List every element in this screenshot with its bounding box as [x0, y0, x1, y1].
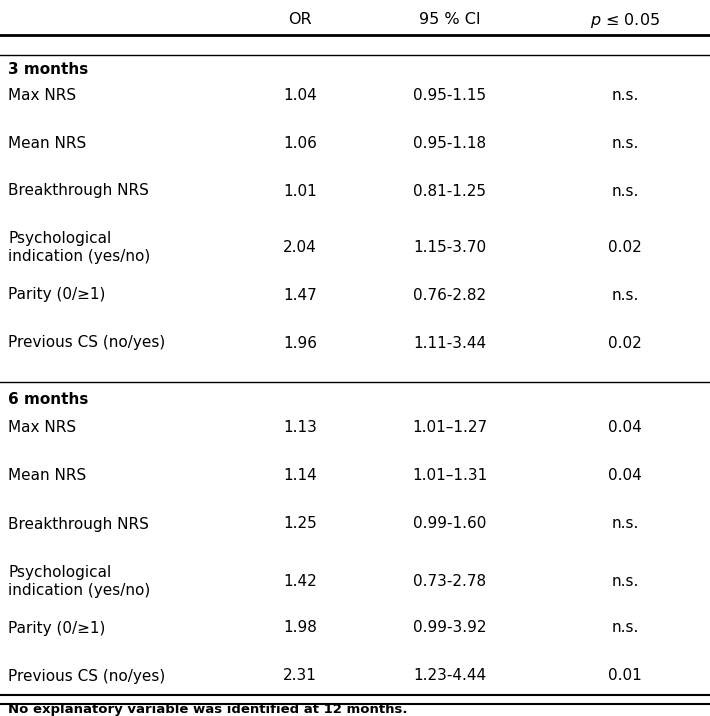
Text: 0.76-2.82: 0.76-2.82	[413, 288, 486, 302]
Text: indication (yes/no): indication (yes/no)	[8, 249, 151, 264]
Text: Parity (0/≥1): Parity (0/≥1)	[8, 621, 105, 636]
Text: 2.31: 2.31	[283, 669, 317, 684]
Text: Psychological: Psychological	[8, 231, 111, 246]
Text: 0.73-2.78: 0.73-2.78	[413, 574, 486, 589]
Text: Breakthrough NRS: Breakthrough NRS	[8, 516, 149, 531]
Text: 1.47: 1.47	[283, 288, 317, 302]
Text: n.s.: n.s.	[611, 516, 639, 531]
Text: 0.02: 0.02	[608, 336, 642, 351]
Text: indication (yes/no): indication (yes/no)	[8, 583, 151, 597]
Text: n.s.: n.s.	[611, 288, 639, 302]
Text: 1.14: 1.14	[283, 468, 317, 483]
Text: OR: OR	[288, 12, 312, 27]
Text: 0.81-1.25: 0.81-1.25	[413, 183, 486, 198]
Text: Psychological: Psychological	[8, 564, 111, 579]
Text: Max NRS: Max NRS	[8, 87, 76, 102]
Text: 2.04: 2.04	[283, 241, 317, 256]
Text: 1.23-4.44: 1.23-4.44	[413, 669, 486, 684]
Text: 0.02: 0.02	[608, 241, 642, 256]
Text: n.s.: n.s.	[611, 135, 639, 150]
Text: 1.25: 1.25	[283, 516, 317, 531]
Text: Breakthrough NRS: Breakthrough NRS	[8, 183, 149, 198]
Text: n.s.: n.s.	[611, 621, 639, 636]
Text: 1.04: 1.04	[283, 87, 317, 102]
Text: 6 months: 6 months	[8, 392, 88, 407]
Text: 0.01: 0.01	[608, 669, 642, 684]
Text: 1.01–1.31: 1.01–1.31	[413, 468, 488, 483]
Text: $p$ ≤ 0.05: $p$ ≤ 0.05	[590, 11, 660, 29]
Text: Max NRS: Max NRS	[8, 420, 76, 435]
Text: No explanatory variable was identified at 12 months.: No explanatory variable was identified a…	[8, 704, 408, 716]
Text: 0.95-1.18: 0.95-1.18	[413, 135, 486, 150]
Text: n.s.: n.s.	[611, 87, 639, 102]
Text: 1.96: 1.96	[283, 336, 317, 351]
Text: 1.01–1.27: 1.01–1.27	[413, 420, 488, 435]
Text: 1.13: 1.13	[283, 420, 317, 435]
Text: 1.15-3.70: 1.15-3.70	[413, 241, 486, 256]
Text: Parity (0/≥1): Parity (0/≥1)	[8, 288, 105, 302]
Text: 0.04: 0.04	[608, 420, 642, 435]
Text: n.s.: n.s.	[611, 183, 639, 198]
Text: n.s.: n.s.	[611, 574, 639, 589]
Text: 0.95-1.15: 0.95-1.15	[413, 87, 486, 102]
Text: 3 months: 3 months	[8, 62, 88, 77]
Text: 0.99-3.92: 0.99-3.92	[413, 621, 487, 636]
Text: 0.99-1.60: 0.99-1.60	[413, 516, 486, 531]
Text: 1.42: 1.42	[283, 574, 317, 589]
Text: Previous CS (no/yes): Previous CS (no/yes)	[8, 669, 165, 684]
Text: 1.11-3.44: 1.11-3.44	[413, 336, 486, 351]
Text: 0.04: 0.04	[608, 468, 642, 483]
Text: Mean NRS: Mean NRS	[8, 468, 86, 483]
Text: 1.01: 1.01	[283, 183, 317, 198]
Text: Previous CS (no/yes): Previous CS (no/yes)	[8, 336, 165, 351]
Text: 1.98: 1.98	[283, 621, 317, 636]
Text: 1.06: 1.06	[283, 135, 317, 150]
Text: 95 % CI: 95 % CI	[419, 12, 481, 27]
Text: Mean NRS: Mean NRS	[8, 135, 86, 150]
